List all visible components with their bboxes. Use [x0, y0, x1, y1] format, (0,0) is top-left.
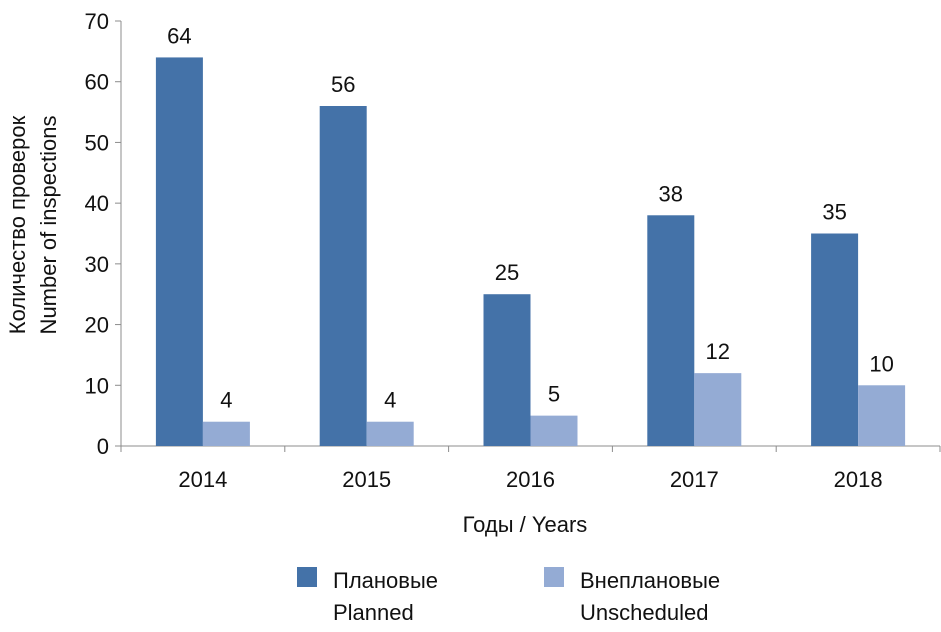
x-tick-label: 2014 [178, 467, 227, 492]
bar-planned [483, 294, 531, 446]
x-tick-label: 2017 [670, 467, 719, 492]
data-label-planned: 56 [331, 72, 355, 97]
data-label-unscheduled: 4 [220, 388, 232, 413]
bar-unscheduled [202, 421, 250, 446]
data-label-planned: 25 [495, 260, 519, 285]
y-tick-label: 30 [85, 252, 109, 277]
legend-swatch-unscheduled [544, 567, 564, 587]
bar-planned [319, 106, 367, 446]
labels-layer: 64 4 56 4 25 5 38 12 35 10 [167, 23, 894, 412]
data-label-unscheduled: 12 [706, 339, 730, 364]
y-tick-label: 20 [85, 313, 109, 338]
data-label-planned: 38 [659, 181, 683, 206]
bar-planned [155, 57, 203, 447]
y-tick-label: 10 [85, 373, 109, 398]
legend-label-unscheduled: Внеплановые [580, 568, 720, 593]
legend-label-unscheduled-en: Unscheduled [580, 600, 708, 625]
y-tick-label: 60 [85, 70, 109, 95]
data-label-planned: 35 [822, 200, 846, 225]
y-tick-label: 50 [85, 130, 109, 155]
data-label-unscheduled: 10 [869, 351, 893, 376]
x-tick-label: 2018 [834, 467, 883, 492]
y-tick-label: 70 [85, 9, 109, 34]
data-label-planned: 64 [167, 23, 191, 48]
legend-label-planned: Плановые [333, 568, 438, 593]
legend-swatch-planned [297, 567, 317, 587]
axes-layer: 0 10 20 30 40 50 60 70 2014 2015 2016 2017 2018 [85, 9, 941, 492]
y-axis-title-line2: Number of inspections [36, 116, 61, 335]
y-tick-label: 0 [97, 434, 109, 459]
x-tick-label: 2015 [342, 467, 391, 492]
x-tick-label: 2016 [506, 467, 555, 492]
y-tick-label: 40 [85, 191, 109, 216]
bar-unscheduled [530, 415, 578, 446]
bar-planned [647, 215, 695, 446]
bar-unscheduled [694, 373, 742, 446]
bar-unscheduled [858, 385, 906, 446]
data-label-unscheduled: 5 [548, 382, 560, 407]
bar-unscheduled [366, 421, 414, 446]
legend-label-planned-en: Planned [333, 600, 414, 625]
y-axis-title-line1: Количество проверок [5, 115, 30, 334]
legend: Плановые Planned Внеплановые Unscheduled [297, 567, 720, 625]
x-axis-title: Годы / Years [463, 512, 588, 537]
legend-item-unscheduled: Внеплановые Unscheduled [544, 567, 720, 625]
data-label-unscheduled: 4 [384, 388, 396, 413]
bar-planned [811, 233, 859, 446]
bars-layer [155, 57, 906, 447]
legend-item-planned: Плановые Planned [297, 567, 438, 625]
